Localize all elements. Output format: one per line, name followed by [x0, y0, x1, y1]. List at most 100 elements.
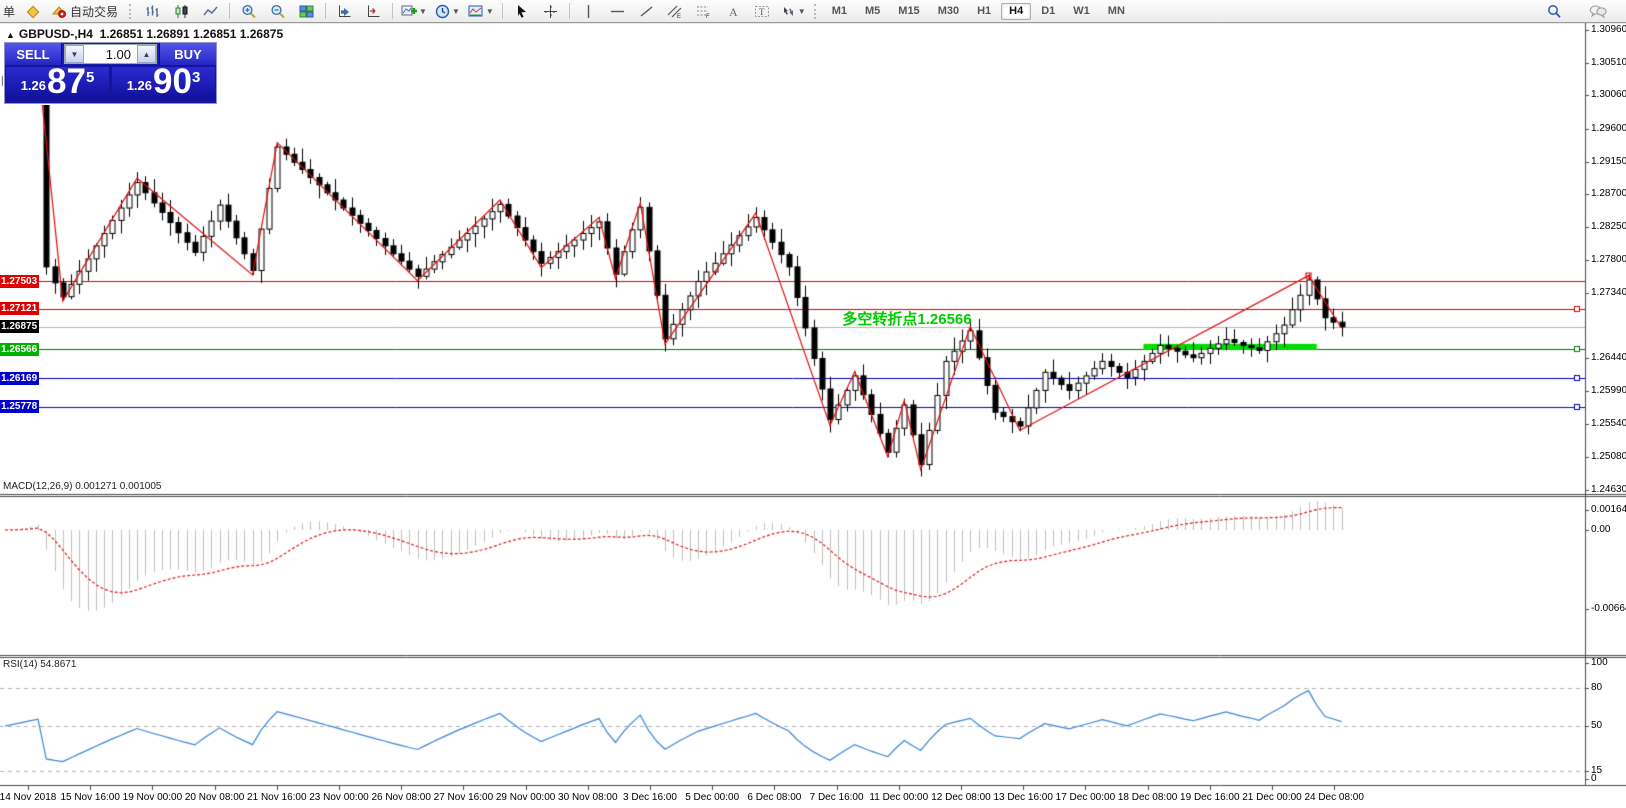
tile-windows-icon: [299, 5, 314, 17]
arrows-button[interactable]: ▼: [778, 1, 809, 22]
autotrade-icon: [51, 5, 67, 18]
time-axis-label: 17 Dec 00:00: [1055, 792, 1116, 803]
timeframe-h1-button[interactable]: H1: [969, 3, 999, 20]
timeframe-m30-button[interactable]: M30: [930, 3, 967, 20]
trendline-button[interactable]: [633, 1, 660, 22]
toolbar-separator: [325, 3, 327, 19]
sell-price-display[interactable]: 1.26 87 5: [6, 62, 109, 101]
timeframe-mn-button[interactable]: MN: [1100, 3, 1133, 20]
time-axis-label: 26 Nov 08:00: [371, 792, 431, 803]
buy-price-prefix: 1.26: [126, 77, 153, 93]
templates-button[interactable]: ▼: [465, 1, 497, 22]
vertical-line-button[interactable]: [575, 1, 602, 22]
timeframe-w1-button[interactable]: W1: [1065, 3, 1098, 20]
timeframe-m5-button[interactable]: M5: [857, 3, 888, 20]
price-axis-tick: 1.25080: [1591, 451, 1626, 463]
time-axis-label: 5 Dec 00:00: [685, 792, 740, 803]
order-menu-label[interactable]: 单: [3, 4, 16, 19]
templates-icon: [468, 5, 483, 16]
time-axis-label: 18 Dec 08:00: [1117, 792, 1178, 803]
time-axis-label: 23 Nov 00:00: [309, 792, 369, 803]
sell-price-prefix: 1.26: [20, 77, 47, 93]
periods-clock-icon: [435, 4, 450, 18]
toolbar: 单 自动交易: [0, 0, 1626, 23]
search-icon: [1547, 4, 1561, 18]
price-axis-tick: 1.25540: [1591, 417, 1626, 429]
search-button[interactable]: [1540, 1, 1567, 22]
price-line-label[interactable]: 1.26169: [0, 371, 39, 385]
zoom-in-icon: [241, 4, 256, 18]
price-line-label[interactable]: 1.25778: [0, 400, 39, 414]
buy-button[interactable]: BUY: [159, 43, 216, 65]
line-chart-icon: [203, 6, 218, 15]
new-order-icon: [26, 5, 39, 18]
price-line-label[interactable]: 1.27121: [0, 302, 39, 316]
buy-price-display[interactable]: 1.26 90 3: [112, 64, 215, 100]
rsi-axis-tick: 80: [1591, 681, 1603, 693]
chart-symbol-period: GBPUSD-,H4: [18, 27, 93, 41]
arrows-icon: [783, 6, 793, 16]
bar-chart-button[interactable]: [139, 1, 166, 22]
chart-annotation: 多空转折点1.26566: [842, 310, 972, 328]
sell-price-pipette: 5: [85, 69, 95, 86]
autotrade-button[interactable]: 自动交易: [48, 1, 124, 22]
zoom-in-button[interactable]: [235, 1, 262, 22]
price-axis-tick: 1.30510: [1591, 56, 1626, 68]
horizontal-line-button[interactable]: [604, 1, 631, 22]
price-line-label[interactable]: 1.27503: [0, 274, 39, 288]
candlestick-chart-button[interactable]: [168, 1, 195, 22]
macd-axis-tick: 0.001648: [1591, 504, 1626, 516]
line-chart-button[interactable]: [197, 1, 224, 22]
text-label-button[interactable]: T: [749, 1, 776, 22]
sell-price-big: 87: [47, 62, 86, 101]
text-label-icon: T: [755, 5, 770, 17]
fibonacci-icon: F: [697, 6, 710, 19]
tile-windows-button[interactable]: [293, 1, 320, 22]
text-icon: A: [729, 5, 738, 19]
auto-scroll-button[interactable]: [331, 1, 358, 22]
fibonacci-button[interactable]: F: [691, 1, 718, 22]
timeframe-d1-button[interactable]: D1: [1033, 3, 1063, 20]
price-axis-tick: 1.30060: [1591, 89, 1626, 101]
trendline-icon: [640, 5, 653, 17]
volume-decrease-button[interactable]: ▼: [65, 45, 84, 63]
price-axis-tick: 1.26440: [1591, 352, 1626, 364]
add-indicator-button[interactable]: ▼: [398, 1, 430, 22]
price-line-label[interactable]: 1.26566: [0, 342, 39, 356]
svg-text:A: A: [729, 5, 738, 19]
macd-axis-tick: -0.00664: [1591, 602, 1626, 614]
cursor-button[interactable]: [508, 1, 535, 22]
crosshair-icon: [543, 4, 557, 18]
time-axis-label: 20 Nov 08:00: [184, 792, 245, 803]
chat-icon: [1589, 5, 1607, 19]
candlestick-chart-icon: [175, 4, 188, 18]
volume-increase-button[interactable]: ▲: [137, 45, 156, 63]
chart-shift-button[interactable]: [360, 1, 387, 22]
panel-collapse-icon[interactable]: ▲: [6, 30, 15, 40]
sell-button[interactable]: SELL: [5, 43, 62, 65]
chevron-down-icon: ▼: [797, 6, 806, 16]
cursor-icon: [517, 4, 526, 18]
crosshair-button[interactable]: [537, 1, 564, 22]
toolbar-separator: [392, 3, 394, 19]
timeframe-m1-button[interactable]: M1: [824, 3, 855, 20]
text-button[interactable]: A: [720, 1, 747, 22]
price-axis-tick: 1.29150: [1591, 155, 1626, 167]
periods-button[interactable]: ▼: [432, 1, 463, 22]
new-order-button[interactable]: [19, 1, 46, 22]
toolbar-grip[interactable]: [813, 3, 819, 19]
toolbar-grip[interactable]: [129, 3, 134, 19]
time-axis-label: 21 Dec 00:00: [1242, 792, 1302, 803]
chat-button[interactable]: [1584, 1, 1611, 22]
time-axis-label: 19 Dec 16:00: [1180, 792, 1240, 803]
timeframe-h4-button[interactable]: H4: [1001, 2, 1032, 20]
rsi-axis-tick: 0: [1591, 773, 1597, 784]
toolbar-separator: [568, 3, 570, 19]
timeframe-m15-button[interactable]: M15: [890, 3, 927, 20]
equidistant-channel-button[interactable]: E: [662, 1, 689, 22]
volume-input[interactable]: 1.00: [84, 45, 137, 63]
zoom-out-icon: [270, 4, 285, 18]
zoom-out-button[interactable]: [264, 1, 291, 22]
